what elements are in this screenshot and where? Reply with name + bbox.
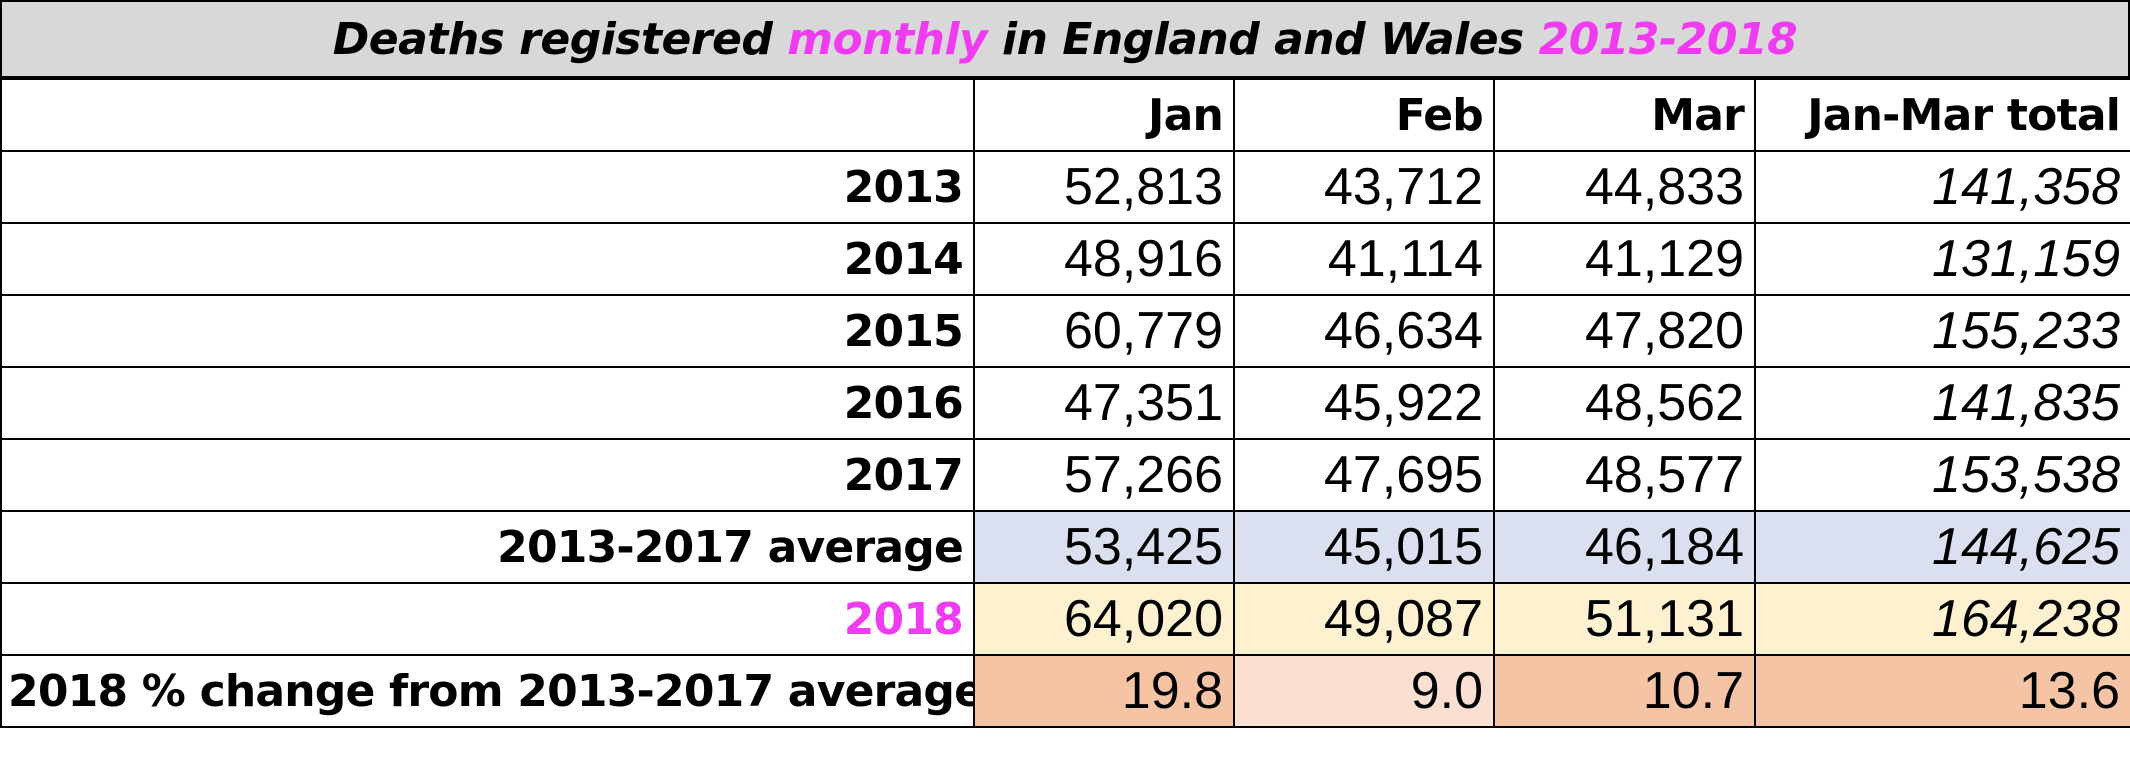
header-corner-cell [0, 78, 975, 152]
title-part-2: in England and Wales [987, 13, 1539, 65]
table-row-2016: 2016 47,351 45,922 48,562 141,835 [0, 366, 2130, 440]
row-label: 2016 [0, 366, 975, 440]
cell-total: 153,538 [1754, 438, 2130, 512]
cell-jan: 47,351 [973, 366, 1235, 440]
row-label: 2018 % change from 2013-2017 average [0, 654, 975, 728]
header-row: Jan Feb Mar Jan-Mar total [0, 78, 2130, 152]
column-header-mar: Mar [1493, 78, 1756, 152]
cell-total: 164,238 [1754, 582, 2130, 656]
cell-feb: 9.0 [1233, 654, 1495, 728]
column-header-total: Jan-Mar total [1754, 78, 2130, 152]
table-row-2013: 2013 52,813 43,712 44,833 141,358 [0, 150, 2130, 224]
cell-jan: 19.8 [973, 654, 1235, 728]
cell-mar: 48,577 [1493, 438, 1756, 512]
column-header-jan: Jan [973, 78, 1235, 152]
cell-total: 13.6 [1754, 654, 2130, 728]
table-row-2018: 2018 64,020 49,087 51,131 164,238 [0, 582, 2130, 656]
table-title: Deaths registered monthly in England and… [0, 0, 2130, 78]
cell-feb: 46,634 [1233, 294, 1495, 368]
cell-total: 144,625 [1754, 510, 2130, 584]
cell-mar: 47,820 [1493, 294, 1756, 368]
cell-feb: 47,695 [1233, 438, 1495, 512]
cell-mar: 46,184 [1493, 510, 1756, 584]
cell-feb: 45,922 [1233, 366, 1495, 440]
row-label: 2018 [0, 582, 975, 656]
table-row-2014: 2014 48,916 41,114 41,129 131,159 [0, 222, 2130, 296]
cell-feb: 45,015 [1233, 510, 1495, 584]
cell-mar: 48,562 [1493, 366, 1756, 440]
cell-total: 141,835 [1754, 366, 2130, 440]
row-label: 2015 [0, 294, 975, 368]
table-row-average: 2013-2017 average 53,425 45,015 46,184 1… [0, 510, 2130, 584]
table-row-2017: 2017 57,266 47,695 48,577 153,538 [0, 438, 2130, 512]
table-row-pct-change: 2018 % change from 2013-2017 average 19.… [0, 654, 2130, 728]
cell-jan: 48,916 [973, 222, 1235, 296]
row-label: 2017 [0, 438, 975, 512]
row-label: 2013-2017 average [0, 510, 975, 584]
cell-feb: 43,712 [1233, 150, 1495, 224]
column-header-feb: Feb [1233, 78, 1495, 152]
row-label: 2014 [0, 222, 975, 296]
title-accent-years: 2013-2018 [1538, 13, 1798, 65]
cell-jan: 53,425 [973, 510, 1235, 584]
table-row-2015: 2015 60,779 46,634 47,820 155,233 [0, 294, 2130, 368]
cell-jan: 64,020 [973, 582, 1235, 656]
deaths-table: Jan Feb Mar Jan-Mar total 2013 52,813 43… [0, 78, 2130, 728]
cell-total: 155,233 [1754, 294, 2130, 368]
cell-total: 131,159 [1754, 222, 2130, 296]
cell-mar: 10.7 [1493, 654, 1756, 728]
cell-jan: 52,813 [973, 150, 1235, 224]
cell-total: 141,358 [1754, 150, 2130, 224]
cell-feb: 49,087 [1233, 582, 1495, 656]
title-accent-monthly: monthly [787, 13, 988, 65]
cell-feb: 41,114 [1233, 222, 1495, 296]
cell-mar: 51,131 [1493, 582, 1756, 656]
cell-jan: 57,266 [973, 438, 1235, 512]
cell-mar: 41,129 [1493, 222, 1756, 296]
cell-jan: 60,779 [973, 294, 1235, 368]
cell-mar: 44,833 [1493, 150, 1756, 224]
title-part-1: Deaths registered [332, 13, 788, 65]
row-label: 2013 [0, 150, 975, 224]
